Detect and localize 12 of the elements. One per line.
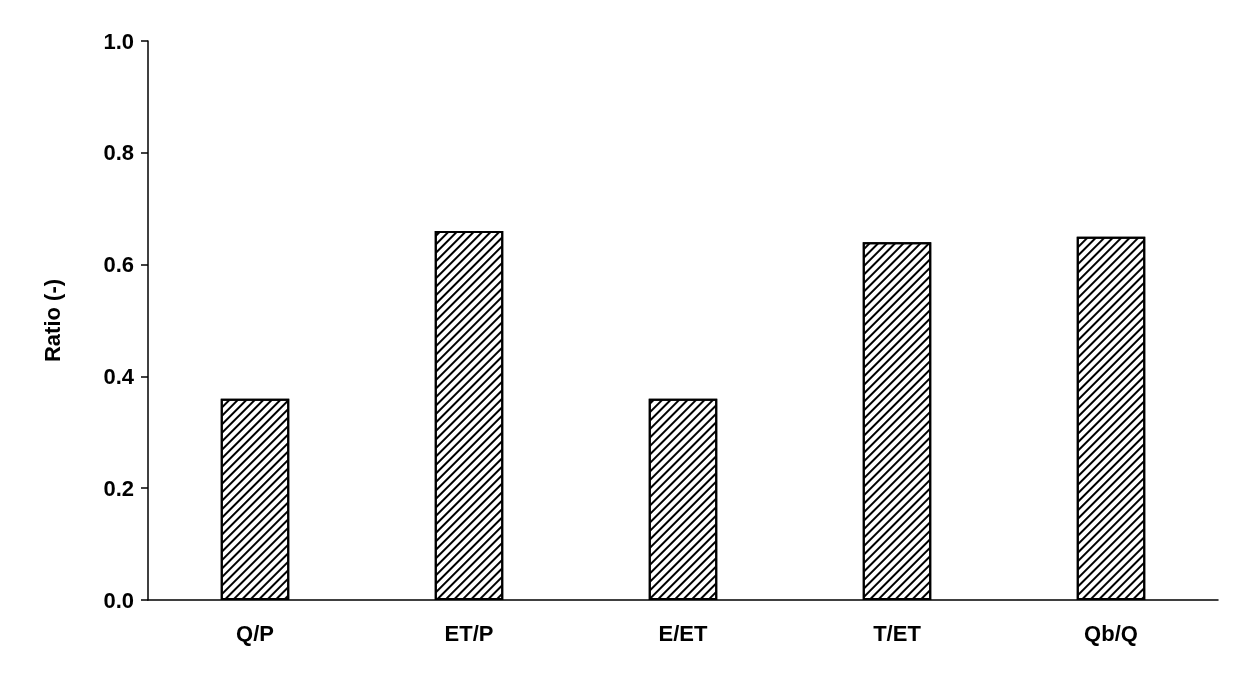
x-tick-label: Qb/Q [1084, 620, 1138, 646]
x-tick-label: T/ET [873, 620, 922, 646]
y-tick-label: 0.6 [103, 252, 134, 278]
y-tick-label: 0.8 [103, 140, 134, 166]
y-tick-label: 0.2 [103, 475, 134, 501]
y-tick-label: 0.4 [103, 363, 135, 389]
y-axis-title: Ratio (-) [39, 278, 65, 363]
x-tick-label: E/ET [658, 620, 709, 646]
y-tick-label: 0.0 [103, 587, 134, 613]
x-tick-label: Q/P [236, 620, 274, 646]
y-tick-label: 1.0 [103, 28, 134, 54]
x-tick-label: ET/P [444, 620, 494, 646]
